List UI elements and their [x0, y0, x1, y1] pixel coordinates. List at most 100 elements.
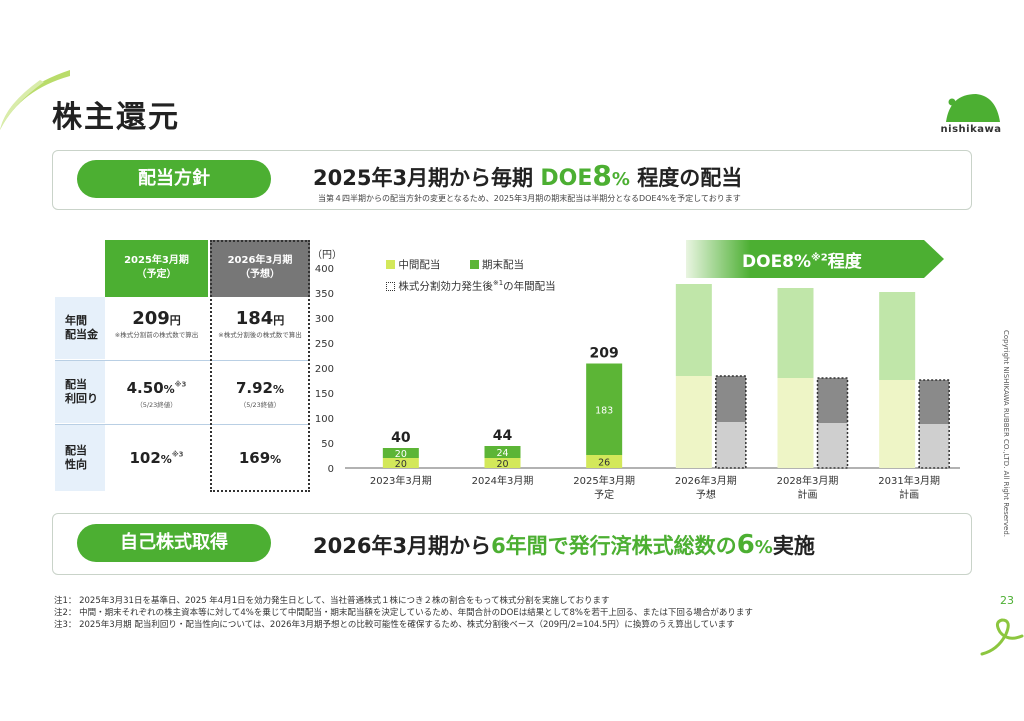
bar-total-label: 209: [590, 346, 619, 362]
value-2026-payout: 169%: [210, 448, 310, 467]
value-unit: 円: [169, 314, 181, 327]
value-2025-yield: 4.50%※3 （5/23終値）: [105, 378, 208, 409]
forecast-column-outline: [210, 240, 310, 492]
x-tick-label: 2028年3月期: [777, 474, 839, 487]
doe-banner-text: DOE8%※2程度: [742, 247, 862, 272]
page-number: 23: [1000, 594, 1014, 607]
x-tick-label: 2031年3月期: [878, 474, 940, 487]
value-note: ※株式分割後の株式数で算出: [218, 331, 302, 339]
buyback-headline-pre: 2026年3月期から: [313, 534, 492, 558]
legend-label-final: 期末配当: [482, 259, 525, 271]
value-unit: %: [163, 383, 175, 396]
table-header-2025: 2025年3月期 （予定）: [105, 240, 208, 297]
x-tick-sublabel: 計画: [899, 488, 919, 501]
x-tick-label: 2023年3月期: [370, 474, 432, 487]
header-2025-label: 2025年3月期: [124, 255, 189, 266]
buyback-headline-number: 6: [736, 530, 755, 560]
row-label-line2: 配当金: [65, 328, 98, 341]
headline-doe-percent: %: [611, 169, 630, 190]
row-label-annual-dividend: 年間 配当金: [55, 297, 105, 359]
dividend-policy-headline: 2025年3月期から毎期 DOE8% 程度の配当: [313, 159, 742, 192]
dividend-table: 2025年3月期 （予定） 2026年3月期 （予想） 年間 配当金 配当 利回り …: [55, 240, 310, 492]
value-number: 209: [132, 308, 170, 329]
row-divider: [55, 360, 310, 361]
value-number: 102: [129, 449, 161, 467]
y-tick-label: 400: [315, 264, 334, 275]
bar-label-interim: 20: [496, 459, 508, 470]
legend-split-sup: ※1: [492, 279, 504, 287]
bar-total-label: 40: [391, 430, 411, 446]
bar-label-final: 20: [395, 449, 407, 460]
value-number: 7.92: [235, 379, 273, 397]
value-footnote-ref: ※3: [174, 380, 187, 389]
bar-split-outline: [715, 375, 747, 469]
bar-label-final: 24: [496, 448, 508, 459]
value-2025-payout: 102%※3: [105, 448, 208, 467]
doe-banner-sup: ※2: [811, 252, 828, 264]
value-note: ※株式分割前の株式数で算出: [114, 331, 199, 339]
copyright: Copyright NISHIKAWA RUBBER CO.,LTD. All …: [1002, 330, 1010, 538]
value-note: （5/23終値）: [136, 401, 177, 409]
value-number: 184: [235, 308, 274, 329]
footnote-2: 注2： 中間・期末それぞれの株主資本等に対して4%を乗じて中間配当・期末配当額を…: [54, 608, 753, 618]
bar-interim: [777, 378, 814, 468]
dividend-policy-subnote: 当第４四半期からの配当方針の変更となるため、2025年3月期の期末配当は半期分と…: [318, 194, 741, 203]
dividend-policy-pill: 配当方針: [77, 160, 271, 198]
y-tick-label: 200: [315, 364, 334, 375]
x-tick-label: 2024年3月期: [472, 474, 534, 487]
legend-label-split: 株式分割効力発生後: [398, 280, 493, 293]
logo-mark-icon: [946, 94, 1000, 122]
bar-final: [484, 446, 521, 458]
value-unit: 円: [273, 314, 285, 327]
legend-label-interim: 中間配当: [398, 259, 441, 271]
legend-swatch-split: [386, 281, 395, 291]
value-2025-dividend: 209円 ※株式分割前の株式数で算出: [105, 308, 208, 339]
footnote-3: 注3： 2025年3月期 配当利回り・配当性向については、2026年3月期予想と…: [54, 620, 735, 630]
y-tick-label: 0: [328, 464, 334, 475]
row-label-line1: 配当: [65, 378, 87, 391]
bar-label-final: 183: [595, 405, 613, 416]
header-2025-sub: （予定）: [136, 269, 177, 280]
doe-banner-tail: 程度: [827, 252, 862, 272]
bar-split-final: [919, 380, 950, 424]
value-footnote-ref: ※3: [171, 450, 184, 459]
header-2026-sub: （予想）: [240, 269, 280, 280]
x-tick-sublabel: 予想: [696, 488, 716, 501]
x-tick-label: 2025年3月期: [573, 474, 635, 487]
bar-split-final: [817, 378, 848, 423]
bar-label-interim: 26: [598, 458, 610, 469]
bar-final: [777, 288, 814, 378]
row-label-line1: 配当: [65, 444, 87, 457]
bar-interim: [484, 458, 521, 468]
x-tick-label: 2026年3月期: [675, 474, 737, 487]
dividend-chart: （円）0501001502002503003504002020402023年3月…: [312, 249, 960, 501]
row-label-yield: 配当 利回り: [55, 361, 105, 423]
bar-split-interim: [715, 422, 746, 468]
row-label-line2: 性向: [65, 458, 87, 471]
bar-total-label: 44: [493, 428, 513, 444]
buyback-headline: 2026年3月期から6年間で発行済株式総数の6%実施: [313, 530, 815, 560]
company-logo: nishikawa: [938, 88, 1004, 140]
y-axis-unit: （円）: [312, 249, 342, 261]
headline-pre: 2025年3月期から毎期: [313, 166, 534, 190]
decorative-swirl: [980, 618, 1024, 656]
decorative-swoosh: [0, 70, 70, 130]
headline-post: 程度の配当: [637, 166, 743, 190]
x-tick-sublabel: 予定: [594, 488, 614, 501]
bar-final: [586, 363, 623, 455]
buyback-panel: [52, 513, 972, 575]
y-tick-label: 100: [315, 414, 334, 425]
value-number: 169: [238, 449, 271, 467]
headline-doe-number: 8: [592, 159, 612, 192]
bar-interim: [675, 376, 712, 468]
buyback-headline-green: 6年間で発行済株式総数の: [491, 534, 737, 558]
bar-interim: [382, 458, 419, 468]
bar-final: [675, 284, 712, 376]
y-tick-label: 150: [315, 389, 334, 400]
row-label-payout: 配当 性向: [55, 425, 105, 491]
value-note: （5/23終値）: [239, 401, 281, 409]
headline-doe: DOE: [540, 166, 593, 191]
legend-split-post: の年間配当: [503, 280, 556, 293]
logo-text: nishikawa: [940, 124, 1002, 135]
row-divider: [55, 424, 310, 425]
